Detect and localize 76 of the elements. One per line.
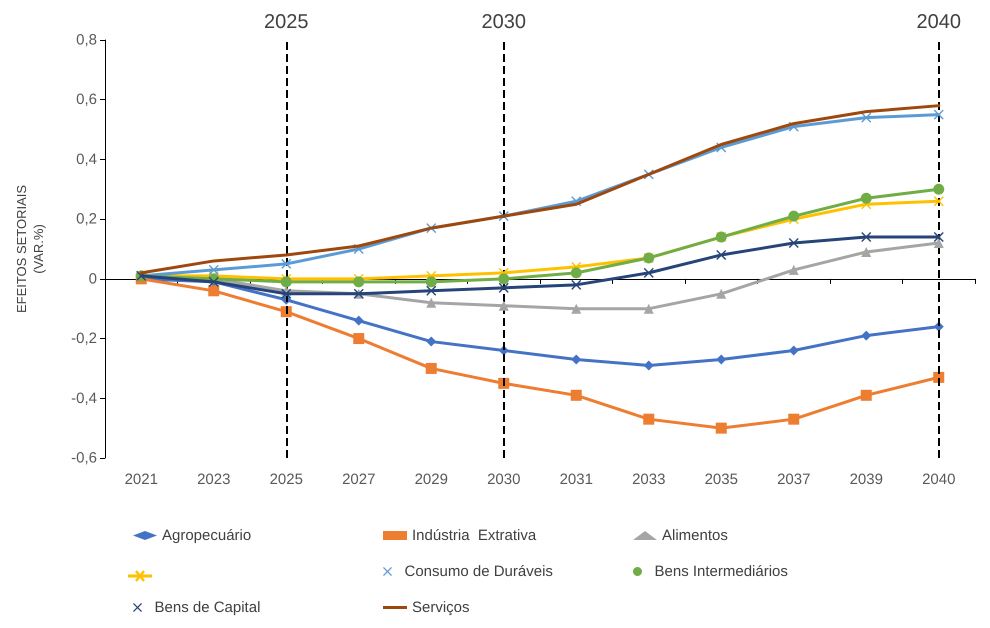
point bbox=[354, 316, 364, 326]
y-tick-label: 0,6 bbox=[76, 91, 97, 108]
point bbox=[788, 238, 799, 248]
point bbox=[860, 390, 872, 401]
point bbox=[280, 276, 292, 288]
y-tick-label: -0,2 bbox=[71, 330, 97, 348]
x-tick-label: 2029 bbox=[414, 471, 448, 488]
point bbox=[934, 232, 944, 242]
legend-label: Agropecuário bbox=[162, 527, 252, 544]
point bbox=[934, 196, 944, 206]
x-tick-label: 2035 bbox=[704, 471, 738, 488]
ref-line-label: 2025 bbox=[264, 11, 308, 33]
x-tick-label: 2031 bbox=[560, 471, 593, 488]
point bbox=[716, 422, 727, 434]
point bbox=[861, 232, 872, 242]
y-axis-title: EFEITOS SETORIAIS (VAR.%) bbox=[14, 184, 46, 314]
point bbox=[426, 362, 437, 374]
x-tick-label: 2039 bbox=[850, 471, 883, 488]
x-tick-label: 2030 bbox=[487, 471, 520, 488]
point bbox=[498, 273, 510, 284]
ref-line-label: 2030 bbox=[482, 11, 526, 33]
y-tick-label: -0,6 bbox=[71, 450, 97, 466]
point bbox=[571, 304, 582, 314]
legend-label: Alimentos bbox=[662, 527, 728, 544]
point bbox=[861, 330, 872, 341]
point bbox=[716, 354, 726, 364]
point bbox=[498, 300, 509, 311]
point bbox=[861, 246, 872, 257]
y-tick-label: 0,8 bbox=[76, 32, 97, 48]
x-tick-label: 2025 bbox=[270, 471, 303, 488]
point bbox=[570, 267, 582, 278]
point bbox=[571, 354, 582, 364]
point bbox=[788, 210, 800, 222]
point bbox=[498, 282, 509, 293]
point bbox=[644, 304, 654, 314]
y-tick-label: 0,2 bbox=[76, 210, 97, 228]
legend-label: Serviços bbox=[412, 599, 470, 616]
y-tick-label: 0,4 bbox=[76, 150, 97, 168]
point bbox=[933, 184, 944, 195]
x-tick-label: 2027 bbox=[342, 471, 376, 488]
y-tick-label: -0,4 bbox=[71, 390, 97, 407]
point bbox=[643, 414, 654, 425]
point bbox=[353, 276, 364, 288]
point bbox=[426, 298, 436, 308]
x-tick-label: 2021 bbox=[124, 471, 158, 488]
x-tick-label: 2033 bbox=[632, 471, 666, 488]
point bbox=[788, 414, 800, 425]
point bbox=[426, 276, 437, 288]
point bbox=[861, 112, 872, 123]
point bbox=[644, 360, 654, 370]
x-tick-label: 2023 bbox=[197, 471, 230, 488]
point bbox=[716, 288, 726, 299]
point bbox=[570, 390, 582, 401]
point bbox=[426, 336, 436, 347]
point bbox=[644, 268, 654, 278]
x-tick-label: 2040 bbox=[922, 471, 956, 488]
point bbox=[860, 192, 872, 204]
point bbox=[426, 286, 436, 296]
point bbox=[716, 250, 726, 260]
legend-label: Bens Intermediários bbox=[654, 563, 788, 580]
legend-label: Bens de Capital bbox=[154, 599, 260, 616]
ref-line-label: 2040 bbox=[916, 11, 961, 33]
x-tick-label: 2037 bbox=[777, 471, 810, 488]
point bbox=[281, 258, 292, 269]
point bbox=[208, 264, 219, 275]
point bbox=[208, 285, 220, 296]
point bbox=[353, 333, 364, 344]
point bbox=[788, 264, 799, 275]
legend-label: Consumo de Duráveis bbox=[404, 563, 553, 580]
point bbox=[934, 238, 944, 248]
point bbox=[571, 280, 582, 290]
point bbox=[788, 346, 799, 356]
y-tick-label: 0 bbox=[88, 270, 97, 288]
point bbox=[934, 110, 944, 120]
point bbox=[281, 288, 292, 299]
legend-label: Indústria Extrativa bbox=[412, 527, 537, 544]
